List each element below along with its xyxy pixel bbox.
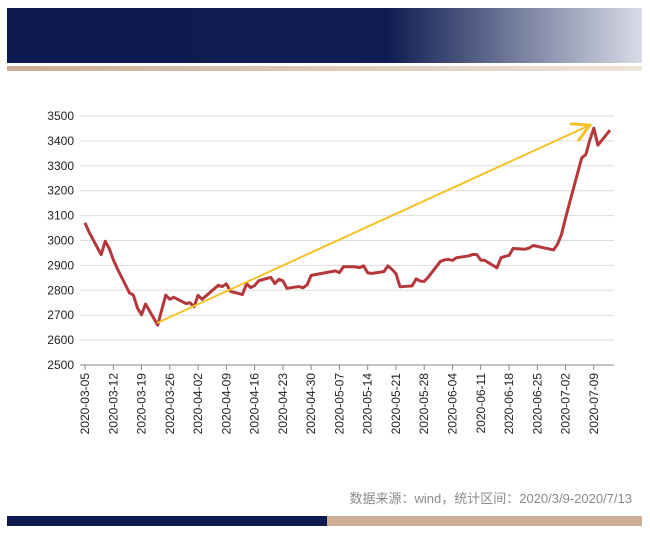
x-tick-label: 2020-04-02 [191,373,205,435]
y-tick-label: 2800 [47,283,74,297]
x-tick-label: 2020-07-09 [587,373,601,435]
footer-bar [7,516,327,526]
x-tick-label: 2020-06-04 [446,373,460,435]
x-tick-label: 2020-05-07 [332,373,346,435]
y-tick-label: 3400 [47,134,74,148]
x-tick-label: 2020-03-05 [78,373,92,435]
x-tick-label: 2020-04-09 [219,373,233,435]
header-stripe [7,66,642,71]
x-tick-label: 2020-06-11 [474,373,488,434]
x-tick-label: 2020-05-21 [389,373,403,435]
footer-bar [327,516,642,526]
x-tick-label: 2020-03-26 [163,373,177,435]
trend-arrow [156,126,588,324]
y-tick-label: 2700 [47,308,74,322]
x-tick-label: 2020-03-19 [135,373,149,435]
x-tick-label: 2020-04-23 [276,373,290,435]
x-tick-label: 2020-04-16 [248,373,262,435]
x-tick-label: 2020-05-14 [361,373,375,435]
y-tick-label: 3000 [47,234,74,248]
y-tick-label: 3300 [47,159,74,173]
x-tick-label: 2020-04-30 [304,373,318,435]
header-banner [7,8,642,63]
y-tick-label: 3500 [47,109,74,123]
y-tick-label: 2500 [47,358,74,372]
x-tick-label: 2020-06-18 [502,373,516,435]
line-series [83,126,612,327]
x-tick-label: 2020-07-02 [559,373,573,435]
source-note: 数据来源：wind，统计区间：2020/3/9-2020/7/13 [349,491,632,506]
y-tick-label: 3100 [47,209,74,223]
plot: 2500 2600 2700 2800 2900 3000 3100 3200 3300 3400… [47,109,614,434]
y-tick-label: 2600 [47,333,74,347]
y-tick-label: 3200 [47,184,74,198]
x-tick-label: 2020-05-28 [417,373,431,435]
x-tick-label: 2020-06-25 [530,373,544,435]
y-tick-label: 2900 [47,258,74,272]
x-tick-label: 2020-03-12 [106,373,120,435]
